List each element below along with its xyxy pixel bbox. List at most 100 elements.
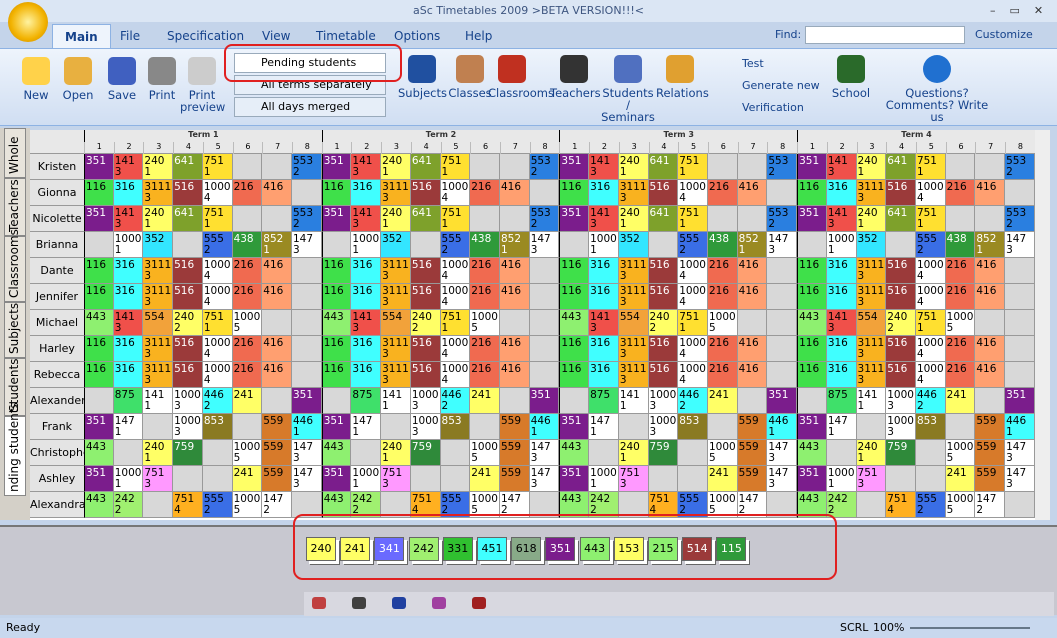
lesson-cell[interactable]: 559 (975, 414, 1006, 440)
ribbon-button[interactable]: Teachers (550, 55, 601, 99)
ribbon-button[interactable]: Classrooms (488, 55, 554, 99)
lesson-cell[interactable] (856, 492, 887, 518)
lesson-cell[interactable] (1005, 362, 1035, 388)
lesson-cell[interactable] (291, 180, 322, 206)
lesson-cell[interactable]: 554 (381, 310, 411, 336)
lesson-cell[interactable]: 351 (559, 466, 590, 492)
lesson-cell[interactable]: 216 (707, 258, 738, 284)
lesson-cell[interactable]: 147 2 (737, 492, 768, 518)
lesson-cell[interactable] (470, 154, 500, 180)
lesson-cell[interactable] (173, 232, 203, 258)
ribbon-button[interactable]: Print (140, 57, 184, 101)
lesson-cell[interactable]: 516 (173, 258, 203, 284)
lesson-cell[interactable]: 1000 1 (589, 232, 619, 258)
lesson-cell[interactable]: 416 (975, 284, 1006, 310)
lesson-cell[interactable]: 216 (232, 284, 263, 310)
pending-card[interactable]: 351 (545, 537, 576, 561)
lesson-cell[interactable]: 443 (321, 492, 352, 518)
customize[interactable]: Customize (975, 28, 1033, 41)
lesson-cell[interactable]: 751 4 (886, 492, 916, 518)
lesson-cell[interactable] (381, 492, 411, 518)
lesson-cell[interactable]: 443 (559, 310, 590, 336)
lesson-cell[interactable]: 751 1 (915, 154, 946, 180)
lesson-cell[interactable]: 559 (499, 440, 530, 466)
lesson-cell[interactable]: 1000 4 (678, 258, 708, 284)
lesson-cell[interactable]: 446 1 (767, 414, 798, 440)
lesson-cell[interactable]: 351 (529, 388, 560, 414)
lesson-cell[interactable]: 416 (262, 258, 292, 284)
lesson-cell[interactable]: 240 1 (856, 440, 887, 466)
lesson-cell[interactable]: 351 (84, 206, 114, 232)
lesson-cell[interactable]: 416 (975, 336, 1006, 362)
lesson-cell[interactable]: 240 1 (381, 206, 411, 232)
lesson-cell[interactable]: 1000 3 (173, 414, 203, 440)
lesson-cell[interactable]: 1000 4 (440, 362, 471, 388)
lesson-cell[interactable]: 3111 3 (618, 180, 649, 206)
lesson-cell[interactable]: 416 (737, 362, 768, 388)
lesson-cell[interactable]: 3111 3 (618, 336, 649, 362)
lesson-cell[interactable]: 141 1 (143, 388, 174, 414)
lesson-cell[interactable]: 641 (410, 206, 441, 232)
lesson-cell[interactable]: 416 (737, 258, 768, 284)
lesson-cell[interactable]: 751 1 (915, 206, 946, 232)
lesson-cell[interactable] (84, 232, 114, 258)
lesson-cell[interactable] (381, 414, 411, 440)
ribbon-button[interactable]: Subjects (398, 55, 447, 99)
lesson-cell[interactable]: 516 (173, 284, 203, 310)
tab[interactable]: File (120, 29, 141, 43)
pending-card[interactable]: 240 (306, 537, 336, 561)
lesson-cell[interactable] (767, 362, 798, 388)
student-name[interactable]: Jennifer (30, 284, 84, 310)
side-tab[interactable]: Whole (4, 128, 26, 178)
lesson-cell[interactable]: 555 2 (915, 232, 946, 258)
lesson-cell[interactable]: 3111 3 (143, 336, 174, 362)
lesson-cell[interactable]: 147 3 (1005, 466, 1035, 492)
lesson-cell[interactable]: 1000 3 (886, 414, 916, 440)
lesson-cell[interactable]: 416 (499, 336, 530, 362)
lesson-cell[interactable]: 1000 4 (440, 180, 471, 206)
lesson-cell[interactable] (291, 258, 322, 284)
lesson-cell[interactable]: 316 (826, 336, 857, 362)
student-name[interactable]: Dante (30, 258, 84, 284)
pending-card[interactable]: 514 (682, 537, 713, 561)
lesson-cell[interactable]: 446 2 (915, 388, 946, 414)
lesson-cell[interactable]: 216 (945, 336, 976, 362)
lesson-cell[interactable]: 147 3 (529, 440, 560, 466)
lesson-cell[interactable] (1005, 336, 1035, 362)
lesson-cell[interactable]: 351 (321, 466, 352, 492)
lesson-cell[interactable]: 759 (173, 440, 203, 466)
lesson-cell[interactable]: 147 3 (529, 232, 560, 258)
lesson-cell[interactable]: 351 (1005, 388, 1035, 414)
lesson-cell[interactable] (767, 310, 798, 336)
lesson-cell[interactable]: 116 (797, 180, 827, 206)
lesson-cell[interactable]: 351 (797, 206, 827, 232)
lesson-cell[interactable]: 751 1 (440, 206, 471, 232)
lesson-cell[interactable] (975, 154, 1006, 180)
lesson-cell[interactable]: 1000 5 (707, 440, 738, 466)
lesson-cell[interactable] (915, 440, 946, 466)
lesson-cell[interactable]: 1000 3 (410, 414, 441, 440)
lesson-cell[interactable] (232, 206, 263, 232)
tab[interactable]: Options (394, 29, 441, 43)
pending-card[interactable]: 115 (716, 537, 747, 561)
tab[interactable]: Main (52, 24, 111, 49)
lesson-cell[interactable]: 416 (975, 362, 1006, 388)
lesson-cell[interactable]: 446 2 (440, 388, 471, 414)
lesson-cell[interactable]: 242 2 (826, 492, 857, 518)
lesson-cell[interactable]: 116 (559, 180, 590, 206)
lesson-cell[interactable]: 351 (559, 414, 590, 440)
lesson-cell[interactable] (767, 258, 798, 284)
lesson-cell[interactable]: 351 (84, 466, 114, 492)
lesson-cell[interactable]: 553 2 (529, 154, 560, 180)
lesson-cell[interactable]: 3111 3 (143, 180, 174, 206)
lesson-cell[interactable]: 141 3 (113, 310, 144, 336)
lesson-cell[interactable]: 242 2 (113, 492, 144, 518)
lesson-cell[interactable]: 446 1 (529, 414, 560, 440)
lesson-cell[interactable]: 516 (173, 180, 203, 206)
lesson-cell[interactable]: 3111 3 (143, 258, 174, 284)
lesson-cell[interactable]: 1000 5 (470, 440, 500, 466)
lesson-cell[interactable]: 516 (886, 258, 916, 284)
lesson-cell[interactable]: 241 (707, 466, 738, 492)
lesson-cell[interactable]: 351 (797, 154, 827, 180)
lesson-cell[interactable]: 416 (499, 180, 530, 206)
